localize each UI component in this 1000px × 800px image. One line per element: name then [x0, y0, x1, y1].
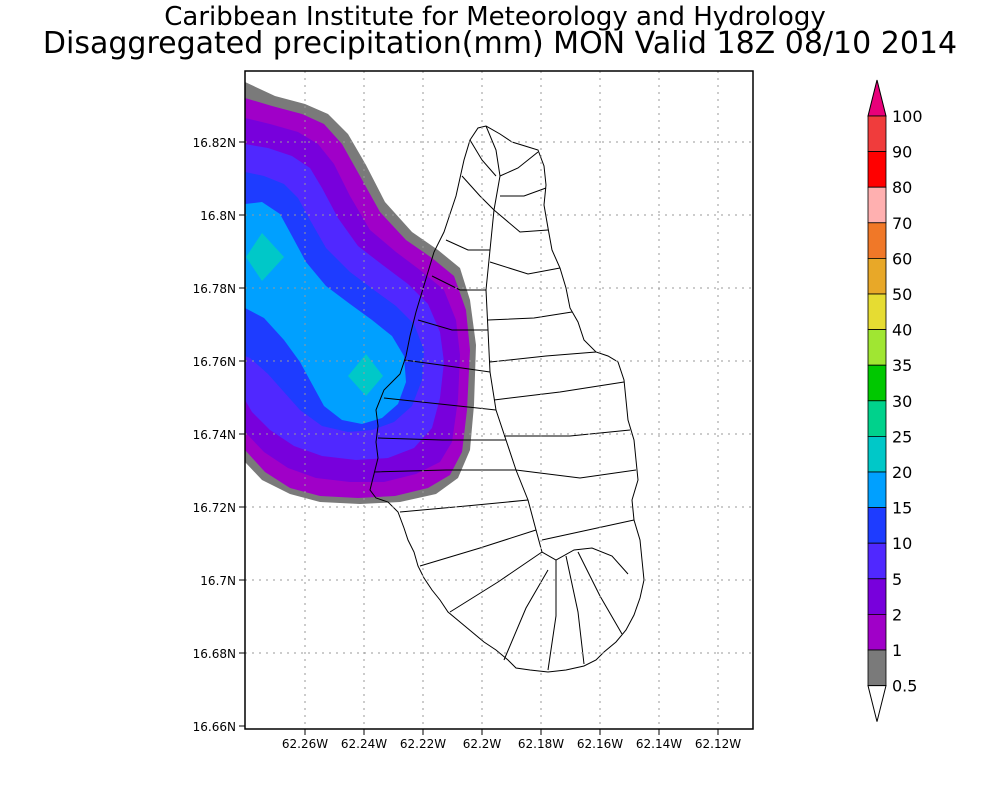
legend-level-label: 70	[892, 214, 912, 233]
latitude-labels: 16.82N 16.8N 16.78N 16.76N 16.74N 16.72N…	[193, 136, 236, 734]
ridge-e2	[489, 261, 561, 275]
legend-level-label: 90	[892, 143, 912, 162]
lat-label: 16.8N	[200, 209, 236, 223]
ridge-west	[445, 239, 490, 251]
ridge-s3	[565, 555, 585, 665]
legend-level-label: 15	[892, 499, 912, 518]
legend-swatch	[867, 614, 887, 651]
legend-swatch	[867, 649, 887, 686]
ridge-e3	[487, 311, 573, 321]
lon-label: 62.24W	[341, 737, 387, 751]
ridge-e6	[504, 429, 631, 437]
ridge-west-6	[377, 437, 506, 441]
ridge-n2	[469, 139, 497, 177]
ridge-e1	[493, 209, 549, 233]
lat-label: 16.68N	[193, 647, 236, 661]
ridge-west-4	[403, 359, 491, 373]
ridge-west-3	[417, 319, 488, 331]
ridge-west-8	[399, 499, 529, 513]
lon-label: 62.14W	[636, 737, 682, 751]
lon-label: 62.22W	[400, 737, 446, 751]
ridge-west-5	[383, 397, 497, 411]
ridge-s2	[547, 560, 557, 671]
axis-ticks	[239, 141, 719, 735]
legend-level-label: 60	[892, 249, 912, 268]
legend-swatch	[867, 222, 887, 259]
legend-swatch	[867, 400, 887, 437]
legend-level-label: 10	[892, 534, 912, 553]
legend-level-label: 20	[892, 463, 912, 482]
ridge-e4	[489, 351, 597, 363]
lon-label: 62.26W	[282, 737, 328, 751]
legend-swatch	[867, 542, 887, 580]
legend-swatch	[867, 435, 887, 473]
legend-level-label: 35	[892, 356, 912, 375]
lat-label: 16.72N	[193, 501, 236, 515]
legend-level-label: 40	[892, 321, 912, 340]
legend-arrow-top	[867, 79, 887, 117]
lon-label: 62.16W	[577, 737, 623, 751]
legend-level-label: 100	[892, 107, 923, 126]
ridge-e7	[515, 469, 637, 479]
precipitation-field	[245, 82, 476, 504]
legend-level-label: 1	[892, 641, 902, 660]
map-title-product: Disaggregated precipitation(mm) MON Vali…	[42, 26, 958, 61]
ridge-n3	[461, 175, 495, 211]
island-outline	[369, 125, 645, 673]
ridge-main	[485, 125, 629, 575]
lon-label: 62.2W	[463, 737, 502, 751]
legend-swatch	[867, 115, 887, 152]
legend-swatch	[867, 329, 887, 366]
legend-swatch	[867, 293, 887, 330]
map-frame	[244, 70, 754, 730]
ridge-n1	[499, 151, 539, 177]
ridge-sw	[419, 529, 537, 567]
lat-label: 16.78N	[193, 282, 236, 296]
legend-swatch	[867, 257, 887, 295]
lat-label: 16.7N	[200, 574, 236, 588]
legend-arrow-bottom	[867, 685, 887, 722]
legend-level-label: 5	[892, 570, 902, 589]
legend-swatch	[867, 186, 887, 224]
legend-swatch	[867, 578, 887, 615]
ridge-se	[577, 551, 623, 635]
precipitation-legend: 100 90 80 70 60 50 40 35 30 25 20 15 10 5 2 1 0.5	[867, 79, 923, 722]
ridge-n4	[500, 187, 547, 197]
ridge-west-7	[373, 469, 516, 473]
lat-label: 16.66N	[193, 720, 236, 734]
ridge-ssw	[449, 551, 543, 613]
map-grid	[245, 71, 753, 729]
lat-label: 16.76N	[193, 355, 236, 369]
lat-label: 16.82N	[193, 136, 236, 150]
legend-level-label: 30	[892, 392, 912, 411]
lon-label: 62.12W	[695, 737, 741, 751]
lon-label: 62.18W	[518, 737, 564, 751]
contour-20mm-north	[246, 233, 284, 281]
legend-level-label: 2	[892, 605, 902, 624]
legend-swatch	[867, 507, 887, 544]
ridge-west-2	[431, 275, 486, 291]
map-title-institute: Caribbean Institute for Meteorology and …	[164, 2, 826, 32]
legend-level-label: 80	[892, 178, 912, 197]
legend-level-label: 25	[892, 427, 912, 446]
legend-level-label: 50	[892, 285, 912, 304]
legend-level-label: 0.5	[892, 677, 917, 696]
legend-swatch	[867, 151, 887, 188]
longitude-labels: 62.26W 62.24W 62.22W 62.2W 62.18W 62.16W…	[282, 737, 741, 751]
ridge-e5	[493, 381, 625, 401]
coastline	[369, 125, 645, 673]
lat-label: 16.74N	[193, 428, 236, 442]
legend-swatch	[867, 471, 887, 508]
legend-swatch	[867, 364, 887, 402]
ridge-e8	[541, 519, 635, 541]
contour-20mm-south	[348, 354, 383, 396]
